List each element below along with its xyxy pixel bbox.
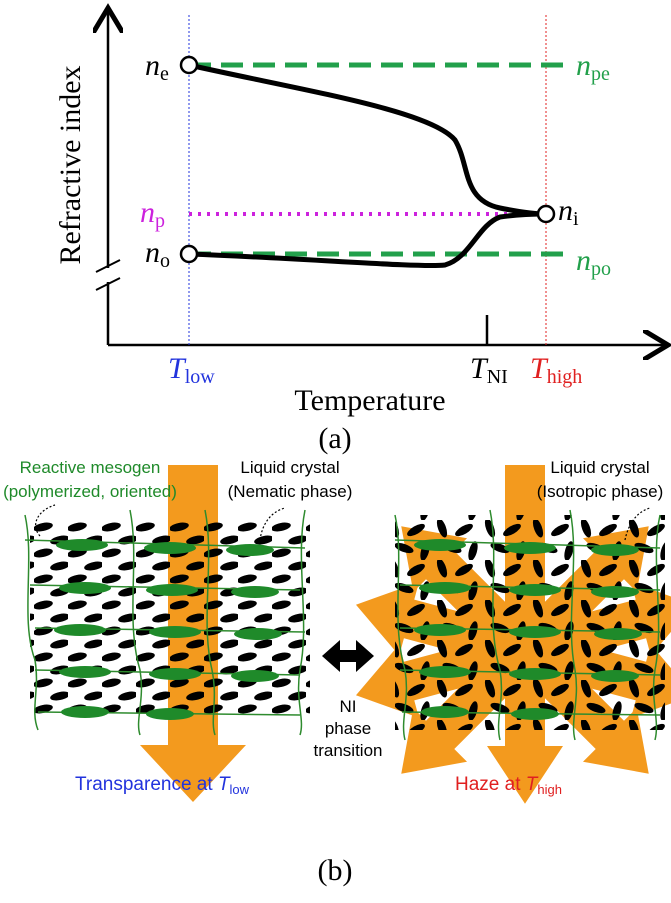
decoration [414, 539, 466, 551]
t-low-label: Tlow [168, 352, 215, 388]
decoration [419, 666, 471, 678]
right-caption: Haze at Thigh [455, 774, 562, 797]
decoration [59, 666, 111, 678]
y-axis-label: Refractive index [54, 65, 87, 264]
decoration [59, 582, 111, 594]
ne-point [181, 57, 197, 73]
decoration [56, 539, 108, 551]
decoration [149, 668, 201, 680]
np-label: np [140, 196, 165, 232]
caption: (b) [318, 854, 353, 887]
t-ni-label: TNI [470, 352, 508, 388]
no-label: no [145, 236, 170, 272]
decoration [591, 544, 639, 556]
decoration [504, 542, 556, 554]
decoration [509, 626, 561, 638]
nematic-label: Liquid crystal(Nematic phase) [228, 458, 353, 501]
transition-arrow [322, 640, 374, 672]
decoration [421, 706, 469, 718]
npe-label: npe [576, 49, 610, 85]
ne-curve [189, 65, 546, 214]
t-high-label: Thigh [530, 352, 582, 388]
decoration [591, 670, 639, 682]
decoration [234, 628, 282, 640]
ni-point [538, 206, 554, 222]
decoration [146, 708, 194, 720]
decoration [511, 708, 559, 720]
ne-label: ne [145, 49, 169, 85]
caption: (a) [318, 422, 351, 455]
x-axis-label: Temperature [294, 384, 445, 417]
decoration [144, 542, 196, 554]
left-caption: Transparence at Tlow [75, 774, 250, 797]
decoration [419, 582, 471, 594]
isotropic-label: Liquid crystal(Isotropic phase) [537, 458, 664, 501]
decoration [509, 584, 561, 596]
decoration [54, 624, 106, 636]
decoration [231, 586, 279, 598]
panel-a: Refractive index Temperature (a) ne npe … [54, 8, 668, 455]
decoration [226, 544, 274, 556]
no-point [181, 246, 197, 262]
decoration [591, 586, 639, 598]
reactive-mesogen-label: Reactive mesogen(polymerized, oriented) [3, 458, 177, 501]
decoration [146, 584, 198, 596]
decoration [231, 670, 279, 682]
decoration [149, 626, 201, 638]
ni-label: ni [558, 194, 579, 230]
decoration [414, 624, 466, 636]
no-curve [189, 214, 546, 266]
decoration [61, 706, 109, 718]
decoration [594, 628, 642, 640]
panel-b: Reactive mesogen(polymerized, oriented) … [3, 458, 671, 887]
npo-label: npo [576, 244, 611, 280]
decoration [509, 668, 561, 680]
figure: Refractive index Temperature (a) ne npe … [0, 0, 671, 903]
